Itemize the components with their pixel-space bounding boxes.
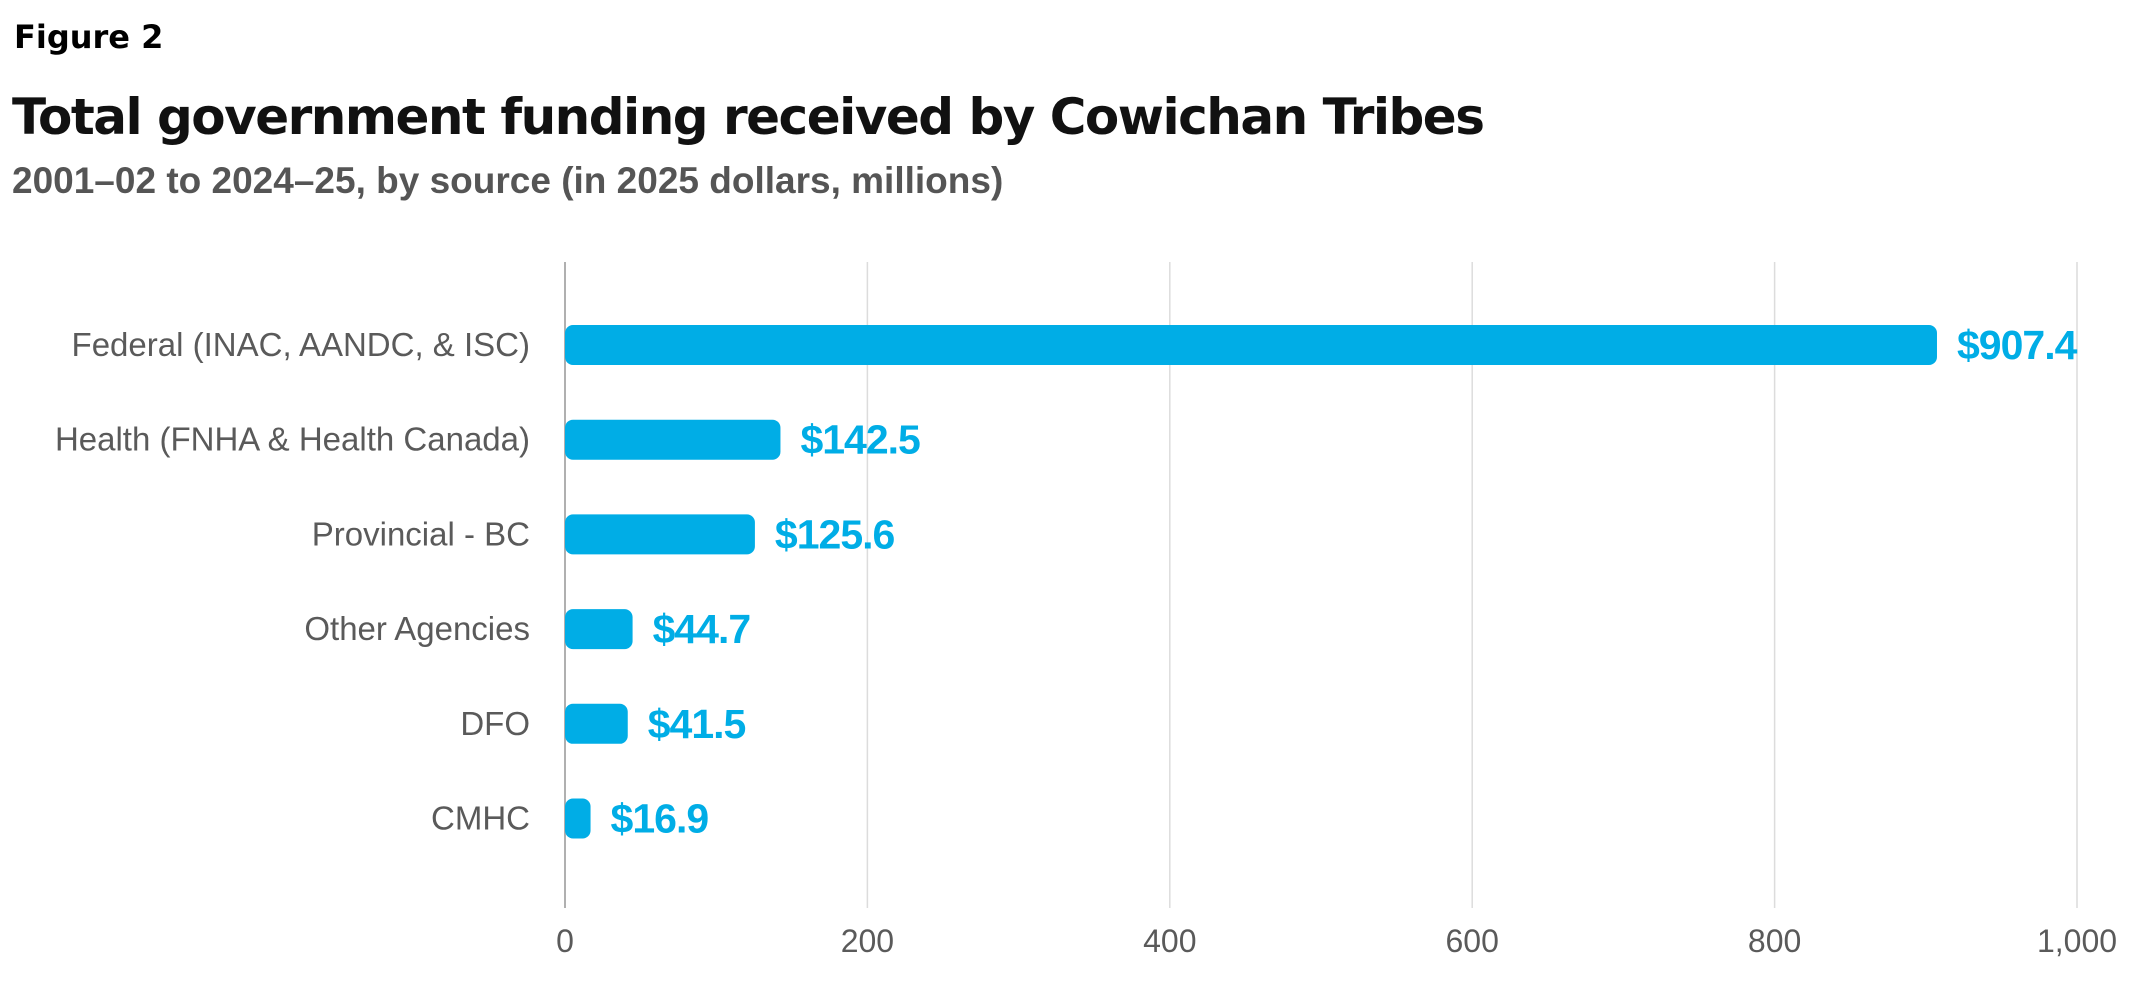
bar (565, 609, 633, 650)
data-label: $41.5 (648, 701, 746, 747)
category-label: DFO (460, 705, 530, 742)
x-tick-label: 0 (556, 923, 574, 959)
x-tick-label: 600 (1446, 923, 1499, 959)
bar (565, 703, 628, 744)
bar (565, 325, 1937, 365)
category-label: Other Agencies (304, 610, 530, 647)
data-label: $44.7 (653, 606, 751, 652)
data-label: $142.5 (800, 417, 920, 463)
data-label: $16.9 (611, 796, 709, 842)
bar (565, 798, 591, 839)
category-label: Provincial - BC (312, 515, 530, 552)
category-labels: Federal (INAC, AANDC, & ISC) Health (FNHA… (55, 326, 530, 837)
bar (565, 514, 755, 555)
category-label: Health (FNHA & Health Canada) (55, 421, 530, 458)
x-tick-label: 1,000 (2037, 923, 2117, 959)
chart-subtitle: 2001–02 to 2024–25, by source (in 2025 d… (12, 160, 1004, 201)
bars (565, 325, 1937, 839)
x-tick-label: 800 (1748, 923, 1801, 959)
x-tick-label: 400 (1143, 923, 1196, 959)
data-label: $125.6 (775, 511, 895, 557)
x-tick-label: 200 (841, 923, 894, 959)
chart-title: Total government funding received by Cow… (12, 88, 1485, 146)
category-label: CMHC (431, 800, 530, 837)
gridlines (866, 262, 2078, 908)
bar (565, 419, 781, 460)
x-axis-tick-labels: 0 200 400 600 800 1,000 (556, 923, 2117, 959)
data-labels: $907.4 $142.5 $125.6 $44.7 $41.5 $16.9 (611, 322, 2079, 842)
data-label: $907.4 (1957, 322, 2078, 368)
figure-label: Figure 2 (14, 18, 164, 56)
category-label: Federal (INAC, AANDC, & ISC) (72, 326, 530, 363)
